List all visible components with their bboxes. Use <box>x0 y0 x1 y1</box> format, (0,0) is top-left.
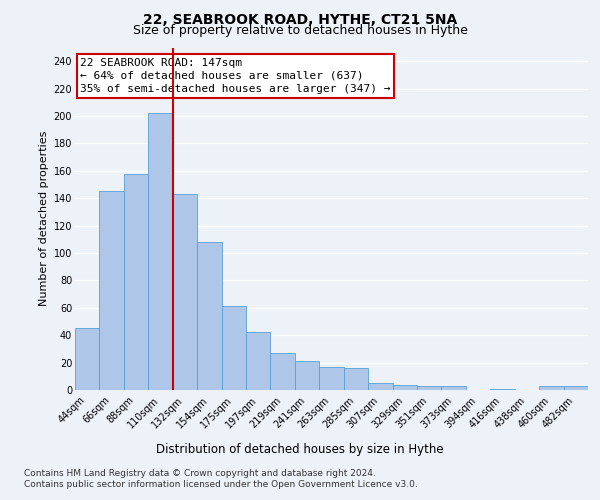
Bar <box>319 366 344 390</box>
Text: 22 SEABROOK ROAD: 147sqm
← 64% of detached houses are smaller (637)
35% of semi-: 22 SEABROOK ROAD: 147sqm ← 64% of detach… <box>80 58 391 94</box>
Bar <box>221 306 246 390</box>
Bar <box>442 386 466 390</box>
Bar <box>124 174 148 390</box>
Bar <box>173 194 197 390</box>
Bar <box>490 388 515 390</box>
Text: 22, SEABROOK ROAD, HYTHE, CT21 5NA: 22, SEABROOK ROAD, HYTHE, CT21 5NA <box>143 12 457 26</box>
Bar <box>344 368 368 390</box>
Bar <box>75 328 100 390</box>
Bar <box>368 383 392 390</box>
Bar <box>563 386 588 390</box>
Bar <box>148 114 173 390</box>
Bar <box>246 332 271 390</box>
Text: Contains public sector information licensed under the Open Government Licence v3: Contains public sector information licen… <box>24 480 418 489</box>
Bar <box>295 361 319 390</box>
Text: Contains HM Land Registry data © Crown copyright and database right 2024.: Contains HM Land Registry data © Crown c… <box>24 469 376 478</box>
Y-axis label: Number of detached properties: Number of detached properties <box>40 131 49 306</box>
Bar <box>197 242 221 390</box>
Bar <box>271 353 295 390</box>
Text: Size of property relative to detached houses in Hythe: Size of property relative to detached ho… <box>133 24 467 37</box>
Bar <box>539 386 563 390</box>
Text: Distribution of detached houses by size in Hythe: Distribution of detached houses by size … <box>156 442 444 456</box>
Bar <box>392 384 417 390</box>
Bar <box>100 192 124 390</box>
Bar <box>417 386 442 390</box>
